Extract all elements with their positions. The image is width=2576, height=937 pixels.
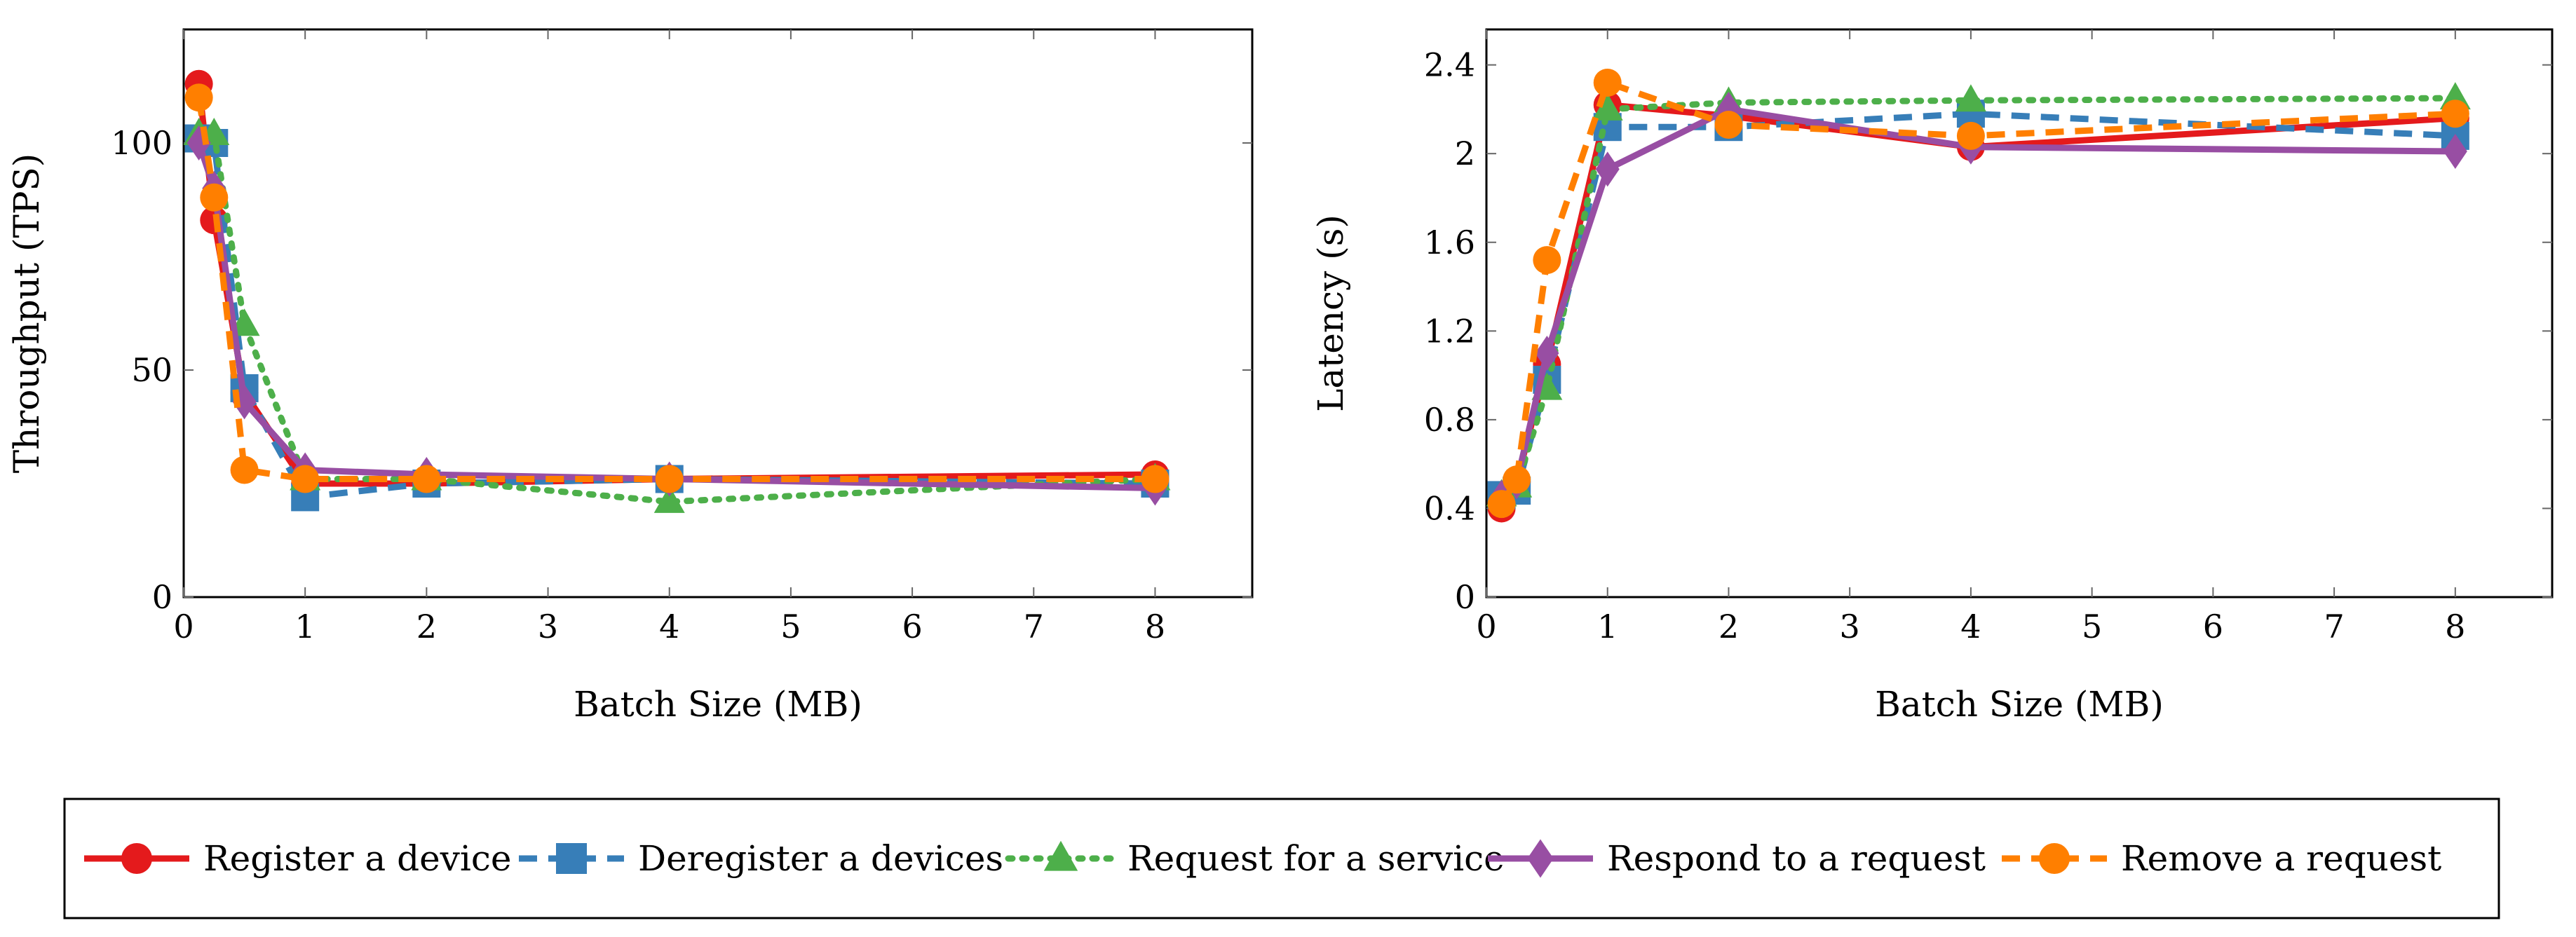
throughput-x-tick-label: 8 — [1145, 608, 1165, 645]
latency-point-respond-to-a-request — [2443, 134, 2467, 170]
legend-entry-respond-to-a-request: Respond to a request — [1488, 838, 1986, 879]
latency-y-tick-label: 0.8 — [1424, 401, 1475, 439]
latency-point-remove-a-request — [1956, 121, 1985, 150]
legend-marker-deregister-a-devices — [556, 843, 587, 874]
throughput-point-request-for-a-service — [653, 485, 685, 513]
legend-entry-remove-a-request: Remove a request — [2002, 838, 2441, 879]
latency-point-request-for-a-service — [1955, 84, 1986, 112]
latency-x-tick-label: 1 — [1597, 608, 1618, 645]
throughput-point-remove-a-request — [184, 83, 213, 112]
throughput-series-line-remove-a-request — [196, 97, 1155, 483]
latency-point-remove-a-request — [1593, 68, 1622, 97]
legend-marker-respond-to-a-request — [1527, 839, 1554, 878]
latency-point-remove-a-request — [1503, 465, 1531, 494]
legend-label-deregister-a-devices: Deregister a devices — [638, 838, 1003, 879]
legend-label-request-for-a-service: Request for a service — [1127, 838, 1505, 879]
latency-point-remove-a-request — [1487, 490, 1516, 519]
latency-x-tick-label: 2 — [1719, 608, 1739, 645]
legend-label-register-a-device: Register a device — [203, 838, 512, 879]
throughput-series-remove-a-request — [184, 83, 1170, 493]
throughput-y-tick-label: 100 — [111, 124, 172, 162]
latency-y-tick-label: 0.4 — [1424, 489, 1475, 527]
latency-series-line-deregister-a-devices — [1500, 110, 2456, 498]
throughput-y-axis-title: Throughput (TPS) — [6, 153, 47, 473]
throughput-series-register-a-device — [184, 69, 1170, 498]
latency-x-tick-label: 3 — [1840, 608, 1860, 645]
throughput-x-tick-label: 6 — [902, 608, 922, 645]
latency-chart: 0 1 2 3 4 5 6 7 8 0 0.4 0.8 1.2 1.6 2 2.4 Batch Size (MB… — [1310, 28, 2554, 725]
latency-plot-frame — [1485, 28, 2554, 599]
latency-x-tick-label: 5 — [2082, 608, 2102, 645]
legend-marker-register-a-device — [121, 843, 152, 874]
throughput-series-line-register-a-device — [196, 83, 1155, 487]
latency-x-tick-label: 4 — [1960, 608, 1981, 645]
legend-label-remove-a-request: Remove a request — [2121, 838, 2441, 879]
throughput-series-line-respond-to-a-request — [196, 142, 1155, 491]
throughput-point-remove-a-request — [291, 465, 320, 493]
throughput-x-tick-label: 2 — [416, 608, 437, 645]
throughput-point-remove-a-request — [1141, 465, 1170, 493]
latency-x-tick-label: 0 — [1476, 608, 1496, 645]
throughput-point-remove-a-request — [655, 465, 684, 493]
throughput-x-tick-label: 5 — [780, 608, 801, 645]
legend-marker-request-for-a-service — [1043, 840, 1078, 871]
latency-x-tick-label: 7 — [2324, 608, 2344, 645]
throughput-x-tick-label: 0 — [173, 608, 194, 645]
legend-entry-deregister-a-devices: Deregister a devices — [519, 838, 1003, 879]
latency-series-remove-a-request — [1487, 68, 2469, 519]
latency-point-remove-a-request — [1714, 111, 1743, 139]
latency-series-deregister-a-devices — [1487, 100, 2469, 509]
throughput-x-tick-label: 4 — [659, 608, 679, 645]
latency-x-axis-title: Batch Size (MB) — [1875, 684, 2164, 725]
throughput-x-tick-label: 3 — [538, 608, 558, 645]
throughput-series-line-request-for-a-service — [196, 130, 1158, 505]
legend-entry-request-for-a-service: Request for a service — [1005, 838, 1505, 879]
throughput-plot-frame — [182, 28, 1254, 599]
latency-point-respond-to-a-request — [1595, 151, 1620, 187]
throughput-series-deregister-a-devices — [184, 124, 1170, 512]
legend-entry-register-a-device: Register a device — [84, 838, 512, 879]
latency-point-remove-a-request — [2441, 100, 2469, 128]
throughput-series-request-for-a-service — [183, 118, 1171, 513]
throughput-x-tick-label: 1 — [295, 608, 316, 645]
throughput-point-remove-a-request — [412, 465, 441, 493]
latency-y-axis-title: Latency (s) — [1310, 214, 1351, 412]
latency-y-tick-label: 2.4 — [1424, 46, 1475, 84]
throughput-x-tick-label: 7 — [1024, 608, 1044, 645]
legend-marker-remove-a-request — [2039, 843, 2070, 874]
latency-point-remove-a-request — [1533, 246, 1561, 275]
throughput-x-axis-title: Batch Size (MB) — [574, 684, 862, 725]
latency-y-tick-label: 2 — [1455, 135, 1475, 172]
legend: Register a device Deregister a devices Req… — [63, 798, 2500, 919]
throughput-y-tick-label: 50 — [131, 351, 172, 389]
throughput-series-line-deregister-a-devices — [198, 135, 1155, 500]
latency-series-line-respond-to-a-request — [1499, 106, 2455, 500]
latency-y-tick-label: 0 — [1455, 578, 1475, 616]
latency-y-tick-label: 1.6 — [1424, 224, 1475, 261]
throughput-series-respond-to-a-request — [187, 125, 1167, 506]
legend-label-respond-to-a-request: Respond to a request — [1607, 838, 1986, 879]
latency-x-tick-label: 8 — [2445, 608, 2465, 645]
latency-y-tick-label: 1.2 — [1424, 312, 1475, 350]
throughput-y-tick-label: 0 — [152, 578, 172, 616]
latency-point-respond-to-a-request — [1535, 335, 1559, 371]
throughput-point-remove-a-request — [200, 183, 229, 212]
latency-x-tick-label: 6 — [2203, 608, 2223, 645]
latency-point-request-for-a-service — [1592, 93, 1623, 121]
latency-series-line-register-a-device — [1498, 102, 2456, 510]
throughput-point-remove-a-request — [230, 456, 259, 484]
throughput-chart: 0 1 2 3 4 5 6 7 8 0 50 100 Batch Size (MB) Throughput… — [6, 28, 1254, 725]
